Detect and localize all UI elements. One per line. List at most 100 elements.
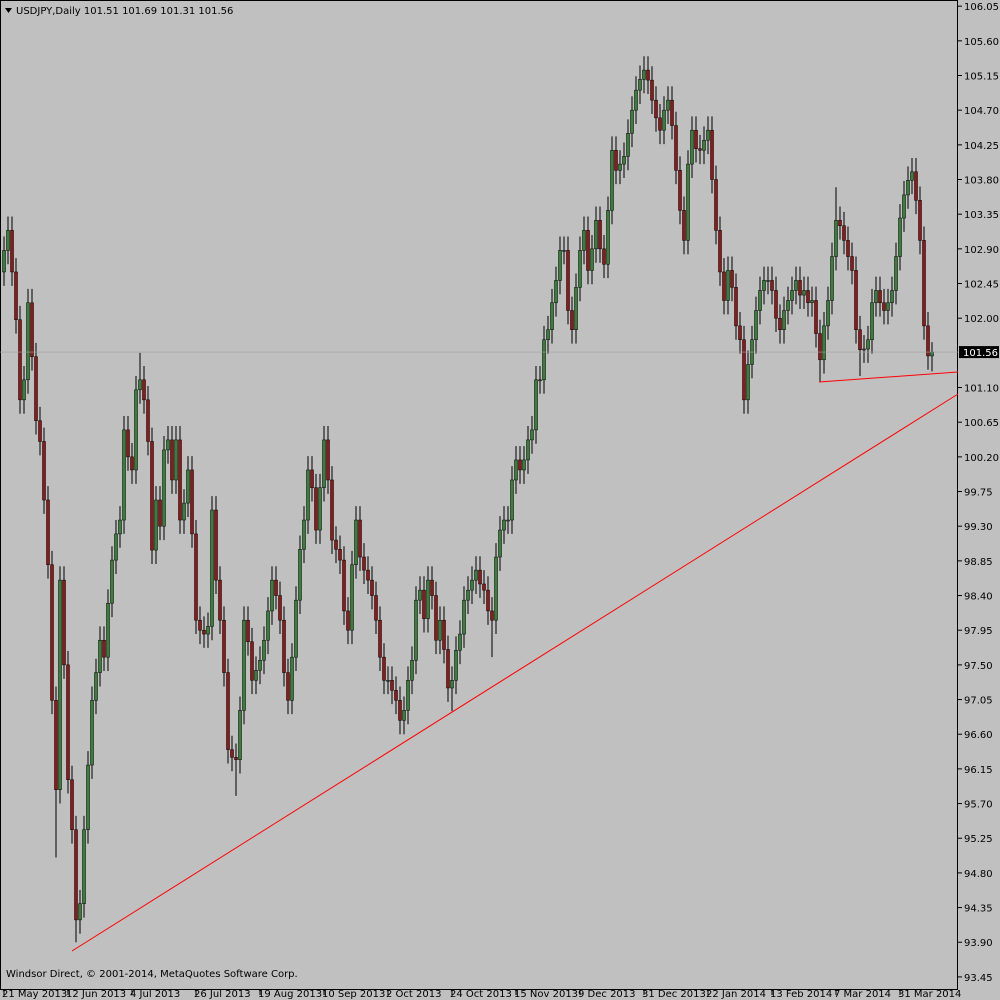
candle-body bbox=[822, 325, 826, 361]
candle-body bbox=[582, 230, 586, 251]
candle-body bbox=[346, 610, 350, 631]
candle-body bbox=[70, 779, 74, 831]
candle-body bbox=[866, 339, 870, 350]
trend-line bbox=[818, 371, 959, 383]
candle-body bbox=[614, 149, 618, 171]
menu-arrow[interactable] bbox=[5, 8, 12, 13]
candle-body bbox=[774, 290, 778, 319]
candle-body bbox=[618, 163, 622, 171]
candle-body bbox=[34, 356, 38, 421]
x-tick-label: 31 Dec 2013 bbox=[642, 989, 706, 1000]
y-tick-label: 95.25 bbox=[964, 834, 993, 845]
candle-body bbox=[670, 99, 674, 126]
candle-body bbox=[10, 230, 14, 273]
candle-body bbox=[478, 569, 482, 585]
candle-body bbox=[26, 302, 30, 381]
candle-body bbox=[522, 459, 526, 471]
candle-body bbox=[834, 220, 838, 257]
candle-body bbox=[130, 456, 134, 471]
candle-body bbox=[330, 479, 334, 541]
candle-body bbox=[622, 156, 626, 165]
trend-line bbox=[71, 393, 959, 952]
candle-body bbox=[690, 129, 694, 165]
candle-body bbox=[506, 519, 510, 522]
candle-body bbox=[514, 459, 518, 481]
candle-body bbox=[342, 559, 346, 612]
candle-body bbox=[638, 79, 642, 91]
y-tick-label: 95.70 bbox=[964, 800, 993, 811]
candle-body bbox=[798, 280, 802, 296]
candle-body bbox=[890, 290, 894, 304]
candle-body bbox=[698, 148, 702, 151]
candle-body bbox=[98, 639, 102, 673]
price-label: 101.56 bbox=[963, 348, 998, 359]
candle-body bbox=[186, 469, 190, 504]
candle-body bbox=[146, 399, 150, 442]
candle-body bbox=[338, 549, 342, 561]
candle-body bbox=[306, 469, 310, 521]
x-tick-label: 9 Dec 2013 bbox=[578, 989, 636, 1000]
candle-body bbox=[710, 129, 714, 180]
candle-body bbox=[742, 339, 746, 401]
candle-body bbox=[674, 125, 678, 171]
candle-body bbox=[150, 441, 154, 551]
candle-body bbox=[898, 217, 902, 257]
candle-body bbox=[662, 109, 666, 131]
plot-frame bbox=[0, 0, 958, 990]
candle-body bbox=[294, 599, 298, 658]
candle-body bbox=[558, 250, 562, 281]
candle-body bbox=[90, 700, 94, 766]
candle-body bbox=[498, 529, 502, 558]
candle-body bbox=[810, 300, 814, 304]
candle-body bbox=[830, 256, 834, 301]
candle-body bbox=[362, 556, 366, 571]
candle-body bbox=[262, 639, 266, 661]
x-tick-label: 22 Jan 2014 bbox=[706, 989, 766, 1000]
candle-body bbox=[462, 599, 466, 635]
candle-body bbox=[82, 829, 86, 904]
candle-body bbox=[610, 149, 614, 211]
candle-body bbox=[194, 533, 198, 621]
candle-body bbox=[838, 220, 842, 226]
y-tick-label: 106.05 bbox=[964, 2, 999, 13]
candle-body bbox=[238, 710, 242, 760]
candle-body bbox=[762, 280, 766, 291]
candle-body bbox=[578, 250, 582, 288]
candle-body bbox=[566, 250, 570, 311]
candle-body bbox=[502, 519, 506, 531]
candle-body bbox=[770, 280, 774, 291]
candle-body bbox=[302, 519, 306, 550]
candle-body bbox=[802, 290, 806, 296]
y-tick-label: 102.00 bbox=[964, 314, 999, 325]
candle-body bbox=[298, 549, 302, 601]
candle-body bbox=[542, 339, 546, 381]
candle-body bbox=[198, 619, 202, 631]
candle-body bbox=[654, 99, 658, 119]
y-tick-label: 96.15 bbox=[964, 765, 993, 776]
candle-body bbox=[634, 89, 638, 111]
candle-body bbox=[642, 69, 646, 80]
candle-body bbox=[438, 619, 442, 641]
candle-body bbox=[758, 290, 762, 311]
candle-body bbox=[922, 240, 926, 327]
candle-body bbox=[382, 656, 386, 681]
x-tick-label: 12 Jun 2013 bbox=[66, 989, 126, 1000]
candle-body bbox=[646, 69, 650, 81]
candle-body bbox=[434, 595, 438, 641]
candle-body bbox=[318, 487, 322, 531]
candle-body bbox=[18, 319, 22, 401]
price-label-box bbox=[959, 346, 999, 359]
x-tick-label: 26 Jul 2013 bbox=[194, 989, 251, 1000]
y-tick-label: 97.05 bbox=[964, 696, 993, 707]
candle-body bbox=[74, 829, 78, 921]
candle-body bbox=[378, 619, 382, 658]
candle-body bbox=[630, 109, 634, 134]
candle-body bbox=[402, 710, 406, 721]
y-tick-label: 104.70 bbox=[964, 106, 999, 117]
candle-body bbox=[882, 302, 886, 311]
x-tick-label: 7 Mar 2014 bbox=[834, 989, 891, 1000]
candle-body bbox=[50, 564, 54, 701]
candle-body bbox=[658, 117, 662, 131]
